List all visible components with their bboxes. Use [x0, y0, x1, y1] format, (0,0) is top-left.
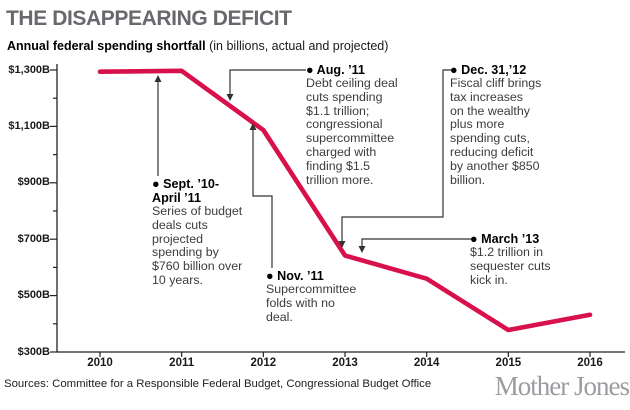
chart-subtitle-bold: Annual federal spending shortfall	[7, 39, 206, 53]
mother-jones-logo: Mother Jones	[494, 371, 630, 401]
x-tick-label: 2012	[250, 357, 277, 369]
x-tick-label: 2013	[332, 357, 358, 369]
annotation-aug-11: ● Aug. ’11 Debt ceiling deal cuts spendin…	[306, 63, 428, 187]
annotation-sept-10-april-11: ● Sept. ’10- April ’11 Series of budget d…	[152, 177, 274, 288]
arrow-up-sept	[154, 75, 162, 82]
annotation-body: $1.2 trillion in sequester cuts kick in.	[470, 245, 551, 287]
annotation-dec-31-12: ● Dec. 31,’12 Fiscal cliff brings tax inc…	[450, 63, 572, 187]
axis-lines	[56, 64, 625, 353]
x-tick-label: 2016	[577, 357, 603, 369]
annotation-date: ● Aug. ’11	[306, 63, 365, 77]
connector-dec	[341, 69, 452, 242]
x-tick-label: 2015	[495, 357, 522, 369]
connector-nov	[252, 129, 273, 268]
x-tick-label: 2010	[87, 357, 113, 369]
y-tick-label: $500B	[17, 289, 50, 302]
annotation-body: Supercommittee folds with no deal.	[266, 282, 357, 324]
annotation-body: Fiscal cliff brings tax increases on the…	[450, 76, 542, 187]
x-tick-label: 2014	[413, 357, 440, 369]
y-tick-label: $900B	[17, 176, 50, 189]
x-tick-label: 2011	[169, 357, 195, 369]
annotation-march-13: ● March ’13 $1.2 trillion in sequester cu…	[470, 232, 592, 287]
annotation-arrowheads	[154, 75, 366, 253]
deficit-series-line	[97, 68, 593, 333]
page-title: THE DISAPPEARING DEFICIT	[6, 7, 292, 30]
y-tick-label: $1,100B	[8, 119, 50, 132]
connector-aug	[229, 69, 306, 96]
sources-credit: Sources: Committee for a Responsible Fed…	[4, 378, 432, 390]
axis-ticks	[50, 69, 591, 357]
annotation-date: ● Nov. ’11	[266, 269, 324, 283]
arrow-down-dec	[338, 241, 346, 248]
annotation-body: Series of budget deals cuts projected sp…	[152, 204, 243, 287]
annotation-date: ● March ’13	[470, 232, 540, 246]
arrow-up-nov	[249, 123, 257, 130]
chart-subtitle: Annual federal spending shortfall (in bi…	[7, 39, 388, 53]
annotation-connectors	[157, 69, 474, 268]
y-tick-label: $700B	[17, 232, 50, 245]
arrow-down-march	[358, 246, 366, 253]
arrow-down-aug	[226, 94, 234, 101]
y-tick-label: $1,300B	[8, 63, 50, 76]
annotation-body: Debt ceiling deal cuts spending $1.1 tri…	[306, 76, 398, 187]
connector-march	[361, 238, 474, 248]
y-tick-label: $300B	[17, 345, 50, 358]
annotation-date: ● Sept. ’10- April ’11	[152, 177, 220, 205]
annotation-date: ● Dec. 31,’12	[450, 63, 527, 77]
chart-subtitle-rest: (in billions, actual and projected)	[205, 39, 389, 53]
annotation-nov-11: ● Nov. ’11 Supercommittee folds with no d…	[266, 269, 388, 324]
